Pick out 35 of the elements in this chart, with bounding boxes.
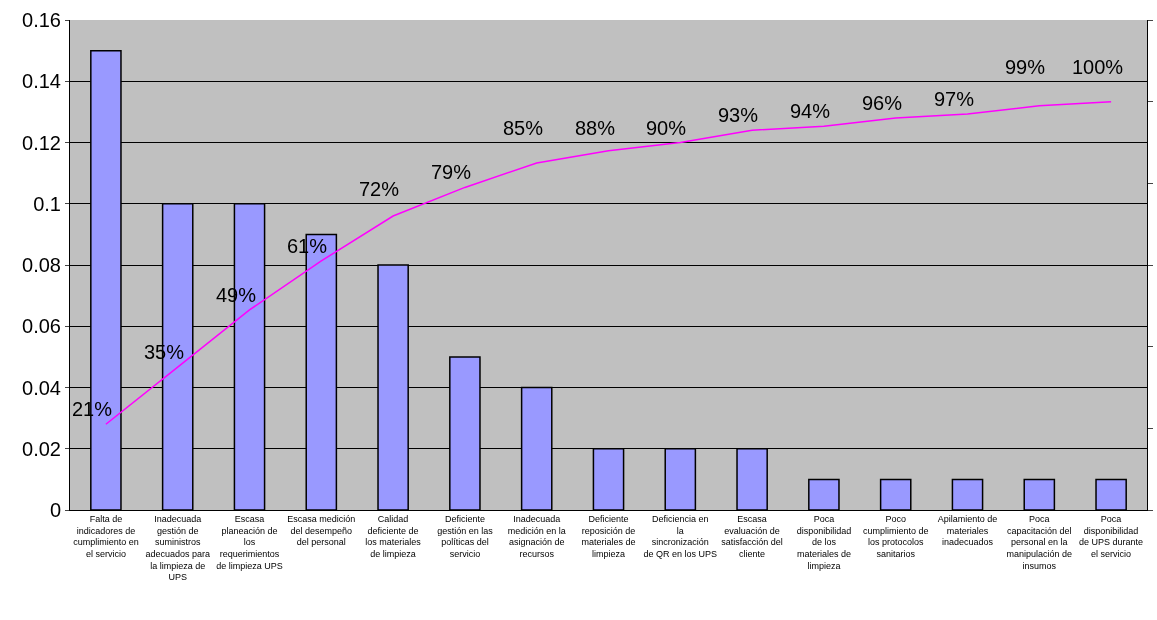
data-label: 72% bbox=[359, 178, 400, 200]
y-tick-label: 0.02 bbox=[22, 437, 61, 460]
data-label: 96% bbox=[862, 92, 903, 114]
x-tick-label: Inadecuada gestión de suministros adecuados para la limpieza de UPS bbox=[145, 513, 210, 583]
x-tick-label: Escasa evaluación de satisfacción del cliente bbox=[721, 513, 783, 559]
data-label: 93% bbox=[718, 104, 759, 126]
y-tick-label: 0.08 bbox=[22, 254, 61, 276]
data-label: 94% bbox=[790, 100, 831, 122]
x-tick-label: Calidad deficiente de los materiales de limpieza bbox=[365, 513, 422, 559]
y-tick-label: 0.16 bbox=[22, 9, 61, 31]
y-tick-label: 0 bbox=[49, 499, 61, 521]
y-tick-label: 0.04 bbox=[22, 376, 61, 399]
data-label: 99% bbox=[1005, 56, 1046, 78]
x-tick-label: Deficiente gestión en las políticas del servicio bbox=[437, 513, 494, 559]
x-tick-label: Poca disponibilidad de los materiales de limpieza bbox=[796, 513, 852, 571]
data-label: 97% bbox=[934, 88, 975, 110]
y-tick-label: 0.14 bbox=[22, 70, 61, 93]
data-label: 79% bbox=[431, 161, 472, 183]
x-tick-label: Inadecuada medición en la asignación de recursos bbox=[507, 513, 566, 559]
x-tick-label: Poca capacitación del personal en la manipulación de insumos bbox=[1006, 513, 1073, 571]
x-tick-label: Deficiencia en la sincronización de QR en los UPS bbox=[643, 513, 718, 559]
x-tick-label: Escasa planeación de los requerimientos de limpieza UPS bbox=[216, 513, 283, 571]
x-tick-label: Poca disponibilidad de UPS durante el servicio bbox=[1079, 513, 1144, 559]
data-label: 100% bbox=[1072, 56, 1124, 78]
y-tick-label: 0.12 bbox=[22, 131, 61, 154]
x-tick-label: Escasa medición del desempeño del personal bbox=[287, 513, 356, 548]
x-tick-label: Apilamiento de materiales inadecuados bbox=[937, 513, 998, 548]
x-tick-label: Deficiente reposición de materiales de limpieza bbox=[581, 513, 636, 559]
data-label: 85% bbox=[503, 117, 544, 139]
x-tick-label: Poco cumplimiento de los protocolos sanitarios bbox=[862, 513, 929, 559]
data-label: 90% bbox=[646, 117, 687, 139]
x-tick-label: Falta de indicadores de cumplimiento en el servicio bbox=[73, 513, 139, 559]
y-tick-label: 0.06 bbox=[22, 315, 61, 338]
data-label: 88% bbox=[575, 117, 616, 139]
y-tick-label: 0.1 bbox=[33, 192, 61, 215]
